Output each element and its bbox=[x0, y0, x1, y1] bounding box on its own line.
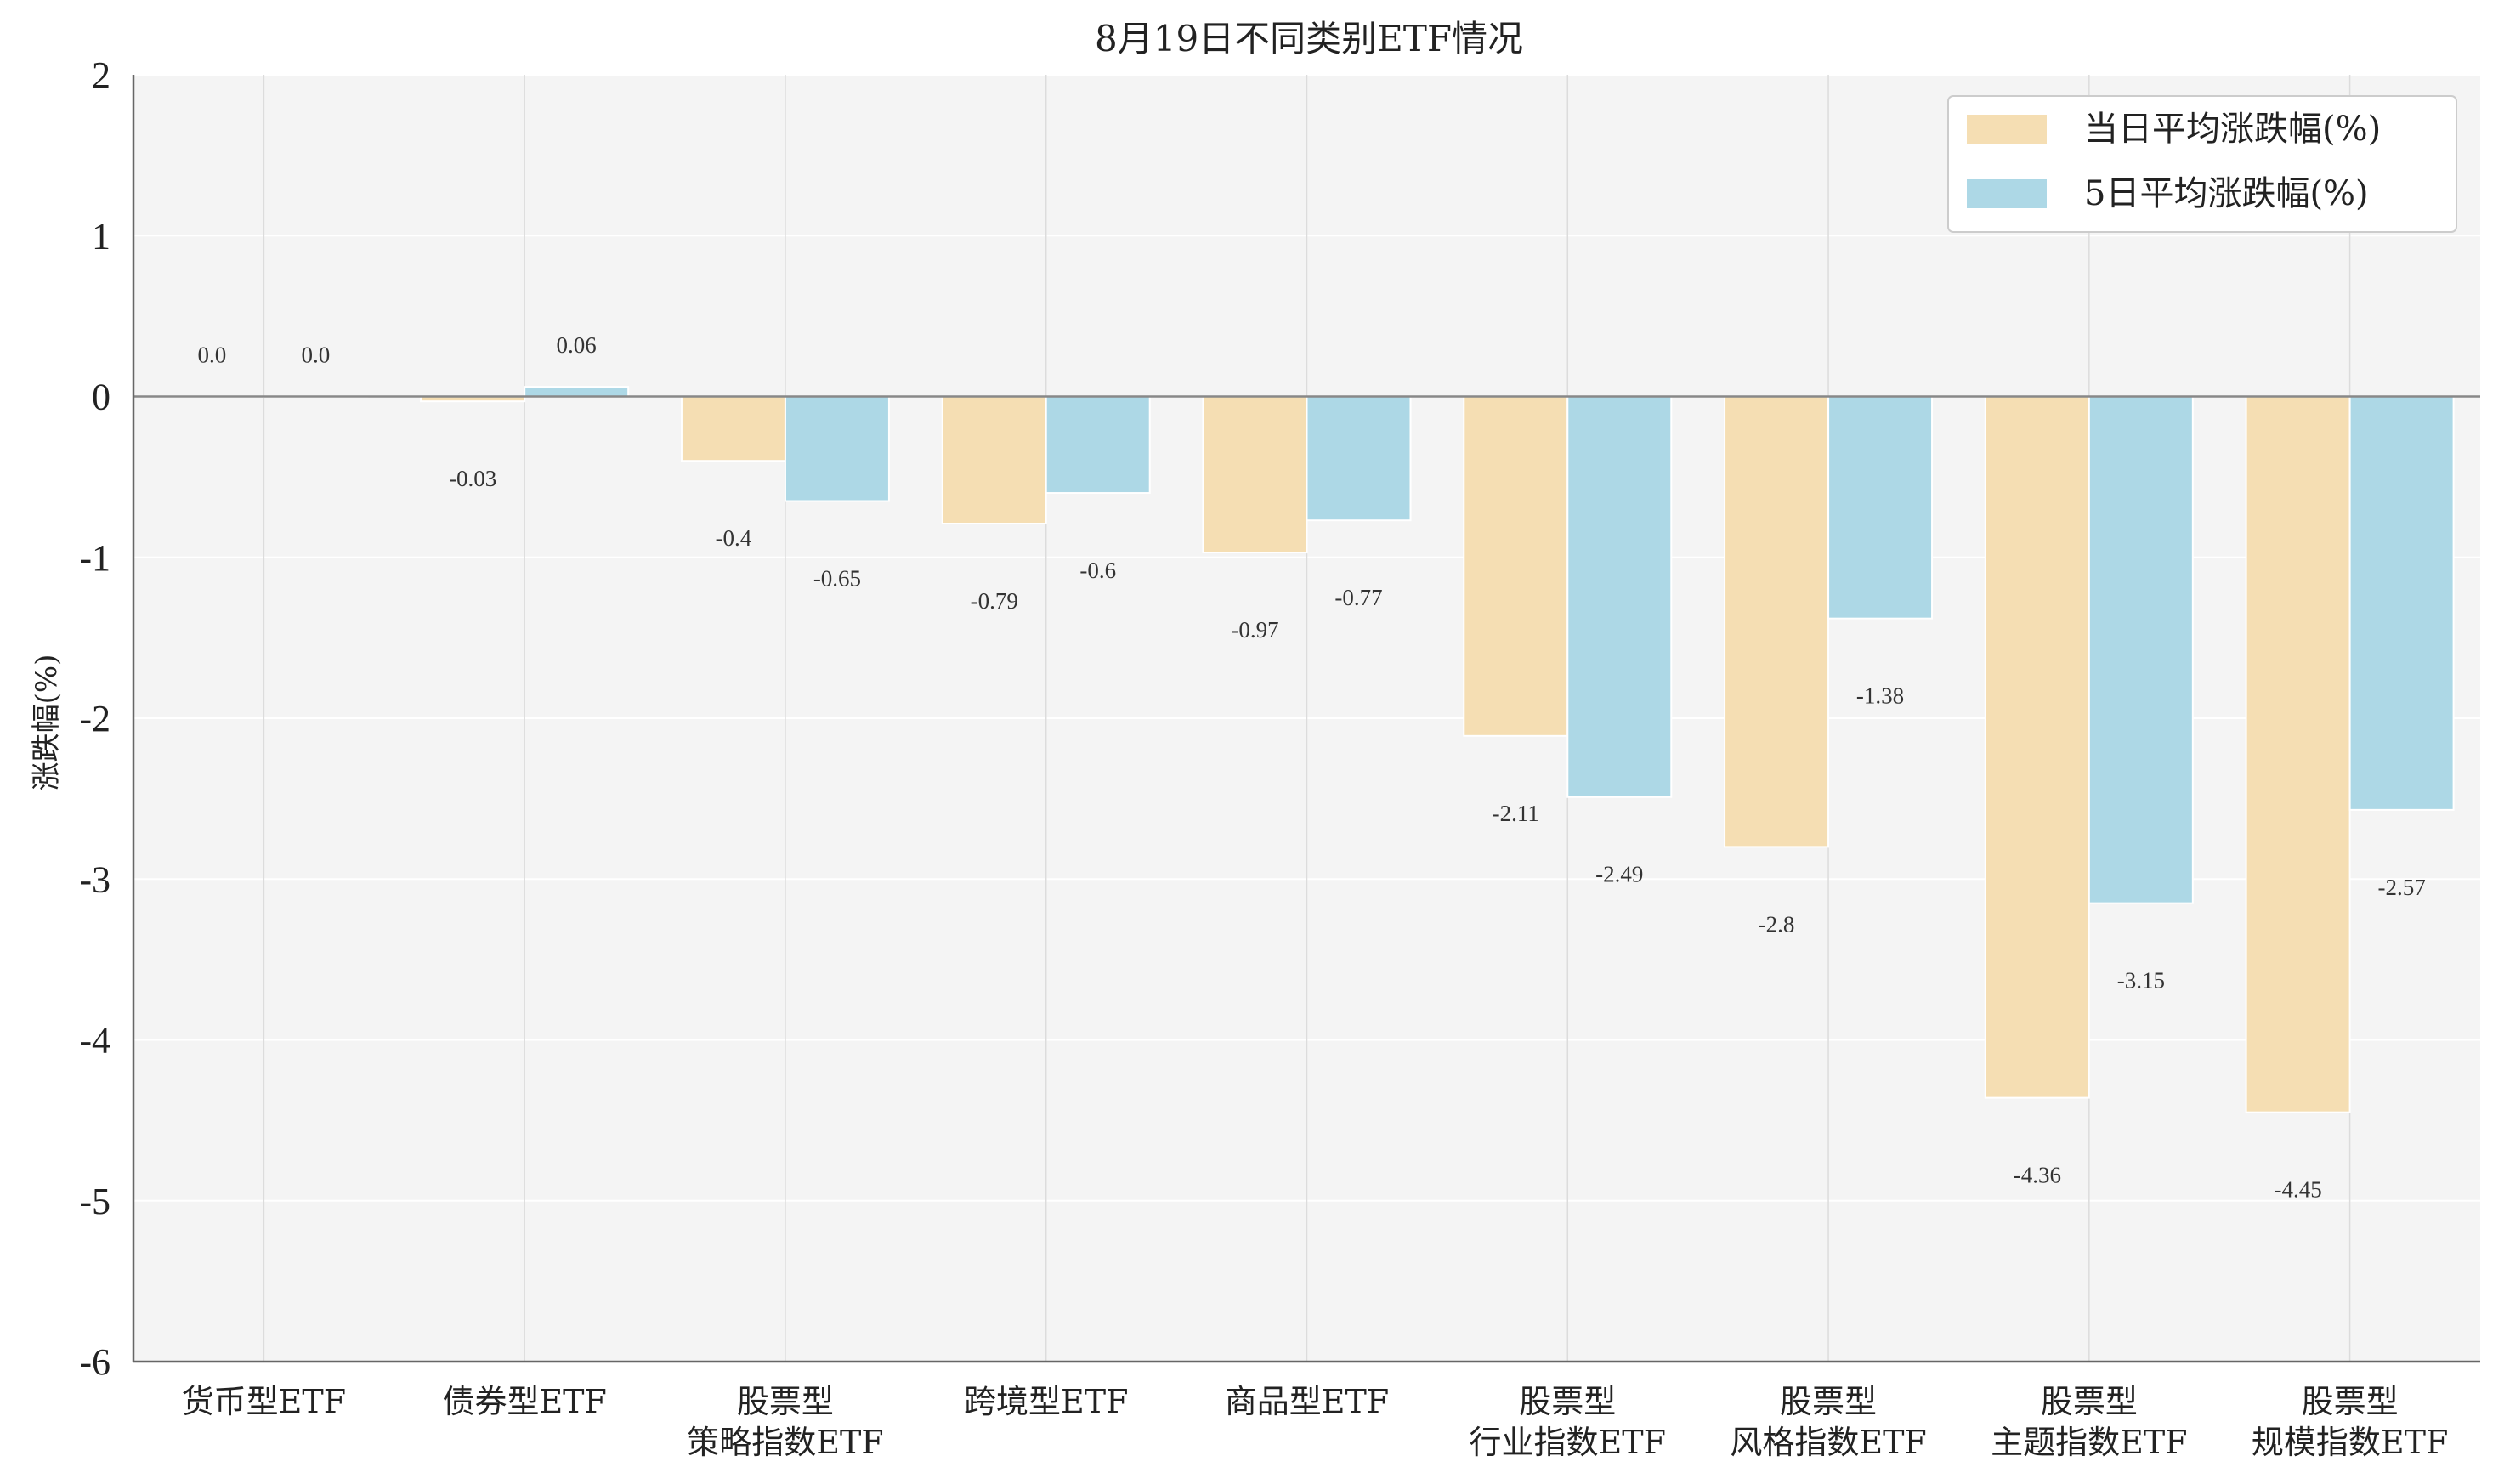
y-tick-label: -3 bbox=[79, 858, 110, 900]
bar-series-0 bbox=[2245, 395, 2351, 1113]
bar-series-1 bbox=[1566, 395, 1673, 798]
y-tick-label: -4 bbox=[79, 1020, 110, 1062]
bar-series-1 bbox=[1045, 395, 1151, 495]
x-tick-label: 股票型行业指数ETF bbox=[1470, 1383, 1666, 1461]
bar-series-1 bbox=[2088, 395, 2194, 904]
legend-label: 当日平均涨跌幅(%) bbox=[2084, 110, 2381, 149]
x-tick-label: 商品型ETF bbox=[1225, 1383, 1389, 1420]
data-label: -4.36 bbox=[2014, 1163, 2061, 1188]
bar-series-0 bbox=[1724, 395, 1830, 848]
data-label: -0.79 bbox=[971, 588, 1018, 614]
y-axis-label: 涨跌幅(%) bbox=[30, 654, 64, 791]
data-label: -0.6 bbox=[1079, 558, 1116, 583]
legend-frame bbox=[1947, 95, 2457, 233]
bar-series-1 bbox=[2348, 395, 2455, 811]
x-tick-label: 股票型规模指数ETF bbox=[2252, 1383, 2448, 1461]
data-label: -2.11 bbox=[1493, 801, 1539, 826]
bar-series-1 bbox=[524, 386, 630, 398]
legend-label: 5日平均涨跌幅(%) bbox=[2084, 174, 2369, 213]
y-tick-label: -5 bbox=[79, 1181, 110, 1222]
data-label: 0.06 bbox=[557, 332, 597, 358]
bar-series-1 bbox=[1306, 395, 1412, 522]
legend-swatch bbox=[1967, 115, 2047, 144]
data-label: 0.0 bbox=[198, 343, 227, 368]
bar-series-0 bbox=[1463, 395, 1569, 737]
legend-swatch bbox=[1967, 179, 2047, 208]
bar-series-0 bbox=[1984, 395, 2090, 1099]
chart-title: 8月19日不同类别ETF情况 bbox=[1095, 18, 1523, 59]
data-label: 0.0 bbox=[302, 343, 331, 368]
bar-series-0 bbox=[680, 395, 786, 462]
x-tick-label: 股票型主题指数ETF bbox=[1991, 1383, 2187, 1461]
x-tick-label: 股票型策略指数ETF bbox=[687, 1383, 883, 1461]
y-tick-label: -1 bbox=[79, 537, 110, 579]
bar-series-1 bbox=[1827, 395, 1934, 620]
y-tick-label: -2 bbox=[79, 698, 110, 739]
data-label: -1.38 bbox=[1856, 683, 1904, 709]
y-tick-label: 2 bbox=[92, 54, 110, 96]
bar-series-1 bbox=[784, 395, 890, 502]
bar-series-0 bbox=[941, 395, 1047, 525]
data-label: -3.15 bbox=[2117, 968, 2165, 994]
data-label: -2.49 bbox=[1595, 862, 1643, 887]
plot-area: 2 1 0 -1 -2 -3 -4 -5 -6 0.0 -0.03 -0.4 -0.79 -0.97 -2.… bbox=[79, 54, 2480, 1461]
x-tick-label: 股票型风格指数ETF bbox=[1730, 1383, 1926, 1461]
data-label: -0.77 bbox=[1334, 585, 1382, 610]
data-label: -2.57 bbox=[2377, 875, 2425, 900]
y-tick-label: 1 bbox=[92, 215, 110, 257]
data-label: -4.45 bbox=[2274, 1177, 2321, 1203]
data-label: -0.65 bbox=[813, 566, 861, 592]
data-label: -0.03 bbox=[449, 466, 496, 491]
legend: 当日平均涨跌幅(%) 5日平均涨跌幅(%) bbox=[1947, 95, 2457, 233]
x-tick-label: 债券型ETF bbox=[442, 1383, 606, 1420]
data-label: -0.4 bbox=[716, 525, 752, 551]
y-tick-label: -6 bbox=[79, 1341, 110, 1383]
x-tick-label: 跨境型ETF bbox=[964, 1383, 1128, 1420]
data-label: -0.97 bbox=[1231, 617, 1278, 643]
bar-series-0 bbox=[1202, 395, 1308, 554]
y-tick-label: 0 bbox=[92, 377, 110, 418]
data-label: -2.8 bbox=[1759, 911, 1795, 937]
x-tick-label: 货币型ETF bbox=[182, 1383, 346, 1420]
